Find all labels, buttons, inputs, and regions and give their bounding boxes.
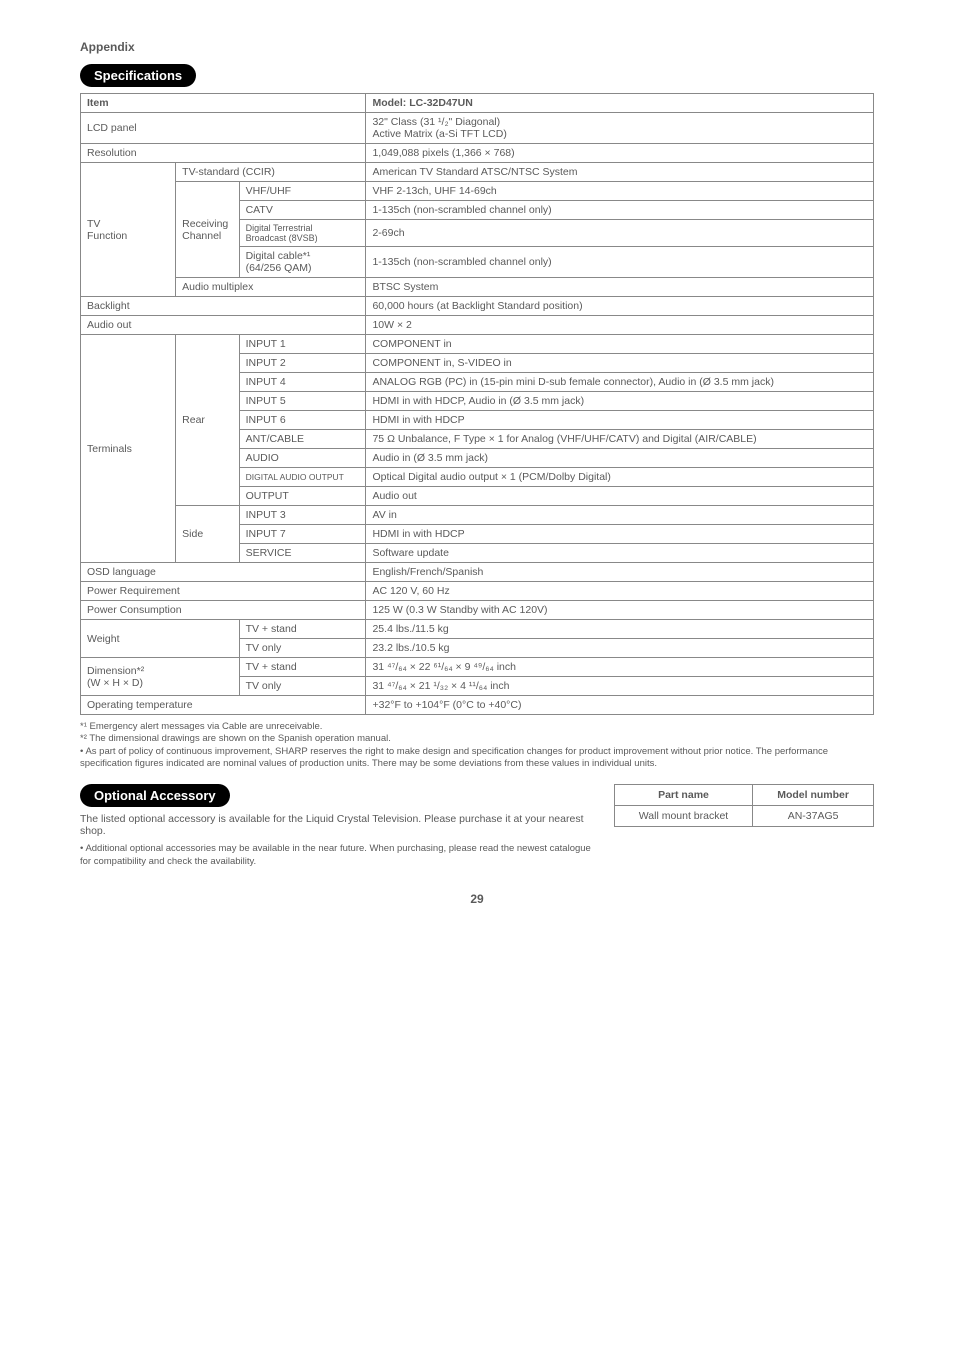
vhf-value: VHF 2-13ch, UHF 14-69ch	[366, 182, 874, 201]
pcon-value: 125 W (0.3 W Standby with AC 120V)	[366, 601, 874, 620]
in3-value: AV in	[366, 506, 874, 525]
footnote-1: *¹ Emergency alert messages via Cable ar…	[80, 721, 874, 733]
dao-label: DIGITAL AUDIO OUTPUT	[239, 468, 366, 487]
ao-value: 10W × 2	[366, 316, 874, 335]
bl-value: 60,000 hours (at Backlight Standard posi…	[366, 297, 874, 316]
in6-value: HDMI in with HDCP	[366, 411, 874, 430]
in2-value: COMPONENT in, S-VIDEO in	[366, 354, 874, 373]
optional-accessory-header: Optional Accessory	[80, 784, 230, 807]
amux-label: Audio multiplex	[176, 278, 366, 297]
ant-value: 75 Ω Unbalance, F Type × 1 for Analog (V…	[366, 430, 874, 449]
audio-label: AUDIO	[239, 449, 366, 468]
tvstd-value: American TV Standard ATSC/NTSC System	[366, 163, 874, 182]
in4-value: ANALOG RGB (PC) in (15-pin mini D-sub fe…	[366, 373, 874, 392]
wstand-label: TV + stand	[239, 620, 366, 639]
amux-value: BTSC System	[366, 278, 874, 297]
dc-value: 1-135ch (non-scrambled channel only)	[366, 247, 874, 278]
side-label: Side	[176, 506, 239, 563]
in7-value: HDMI in with HDCP	[366, 525, 874, 544]
part-r1c2: AN-37AG5	[753, 806, 874, 827]
ant-label: ANT/CABLE	[239, 430, 366, 449]
recv-label: Receiving Channel	[176, 182, 239, 278]
osd-value: English/French/Spanish	[366, 563, 874, 582]
optemp-value: +32°F to +104°F (0°C to +40°C)	[366, 696, 874, 715]
footnotes: *¹ Emergency alert messages via Cable ar…	[80, 721, 874, 770]
donly-label: TV only	[239, 677, 366, 696]
tvfunc-label: TV Function	[81, 163, 176, 297]
page-number: 29	[80, 892, 874, 906]
out-value: Audio out	[366, 487, 874, 506]
specifications-table: Item Model: LC-32D47UN LCD panel 32" Cla…	[80, 93, 874, 715]
dstand-label: TV + stand	[239, 658, 366, 677]
out-label: OUTPUT	[239, 487, 366, 506]
svc-value: Software update	[366, 544, 874, 563]
part-r1c1: Wall mount bracket	[614, 806, 752, 827]
wstand-value: 25.4 lbs./11.5 kg	[366, 620, 874, 639]
weight-label: Weight	[81, 620, 240, 658]
ao-label: Audio out	[81, 316, 366, 335]
preq-value: AC 120 V, 60 Hz	[366, 582, 874, 601]
dao-value: Optical Digital audio output × 1 (PCM/Do…	[366, 468, 874, 487]
specifications-header: Specifications	[80, 64, 196, 87]
col-model: Model: LC-32D47UN	[366, 94, 874, 113]
preq-label: Power Requirement	[81, 582, 366, 601]
catv-label: CATV	[239, 201, 366, 220]
in1-label: INPUT 1	[239, 335, 366, 354]
in3-label: INPUT 3	[239, 506, 366, 525]
dt-value: 2-69ch	[366, 220, 874, 247]
bl-label: Backlight	[81, 297, 366, 316]
in5-label: INPUT 5	[239, 392, 366, 411]
dc-label: Digital cable*¹ (64/256 QAM)	[239, 247, 366, 278]
dstand-value: 31 ⁴⁷/₆₄ × 22 ⁶¹/₆₄ × 9 ⁴⁹/₆₄ inch	[366, 658, 874, 677]
part-h2: Model number	[753, 785, 874, 806]
optional-desc: The listed optional accessory is availab…	[80, 813, 594, 837]
footnote-3: • As part of policy of continuous improv…	[80, 746, 874, 771]
dt-label: Digital Terrestrial Broadcast (8VSB)	[239, 220, 366, 247]
pcon-label: Power Consumption	[81, 601, 366, 620]
in5-value: HDMI in with HDCP, Audio in (Ø 3.5 mm ja…	[366, 392, 874, 411]
vhf-label: VHF/UHF	[239, 182, 366, 201]
res-value: 1,049,088 pixels (1,366 × 768)	[366, 144, 874, 163]
catv-value: 1-135ch (non-scrambled channel only)	[366, 201, 874, 220]
part-table: Part name Model number Wall mount bracke…	[614, 784, 874, 827]
svc-label: SERVICE	[239, 544, 366, 563]
rear-label: Rear	[176, 335, 239, 506]
tvstd-label: TV-standard (CCIR)	[176, 163, 366, 182]
part-h1: Part name	[614, 785, 752, 806]
in1-value: COMPONENT in	[366, 335, 874, 354]
lcd-value: 32" Class (31 ¹/₂" Diagonal) Active Matr…	[366, 113, 874, 144]
appendix-heading: Appendix	[80, 40, 874, 54]
in2-label: INPUT 2	[239, 354, 366, 373]
term-label: Terminals	[81, 335, 176, 563]
in6-label: INPUT 6	[239, 411, 366, 430]
col-item: Item	[81, 94, 366, 113]
in7-label: INPUT 7	[239, 525, 366, 544]
osd-label: OSD language	[81, 563, 366, 582]
wonly-label: TV only	[239, 639, 366, 658]
res-label: Resolution	[81, 144, 366, 163]
audio-value: Audio in (Ø 3.5 mm jack)	[366, 449, 874, 468]
optemp-label: Operating temperature	[81, 696, 366, 715]
footnote-2: *² The dimensional drawings are shown on…	[80, 733, 874, 745]
donly-value: 31 ⁴⁷/₆₄ × 21 ¹/₃₂ × 4 ¹¹/₆₄ inch	[366, 677, 874, 696]
in4-label: INPUT 4	[239, 373, 366, 392]
optional-note: • Additional optional accessories may be…	[80, 843, 594, 868]
dim-label: Dimension*² (W × H × D)	[81, 658, 240, 696]
lcd-label: LCD panel	[81, 113, 366, 144]
wonly-value: 23.2 lbs./10.5 kg	[366, 639, 874, 658]
